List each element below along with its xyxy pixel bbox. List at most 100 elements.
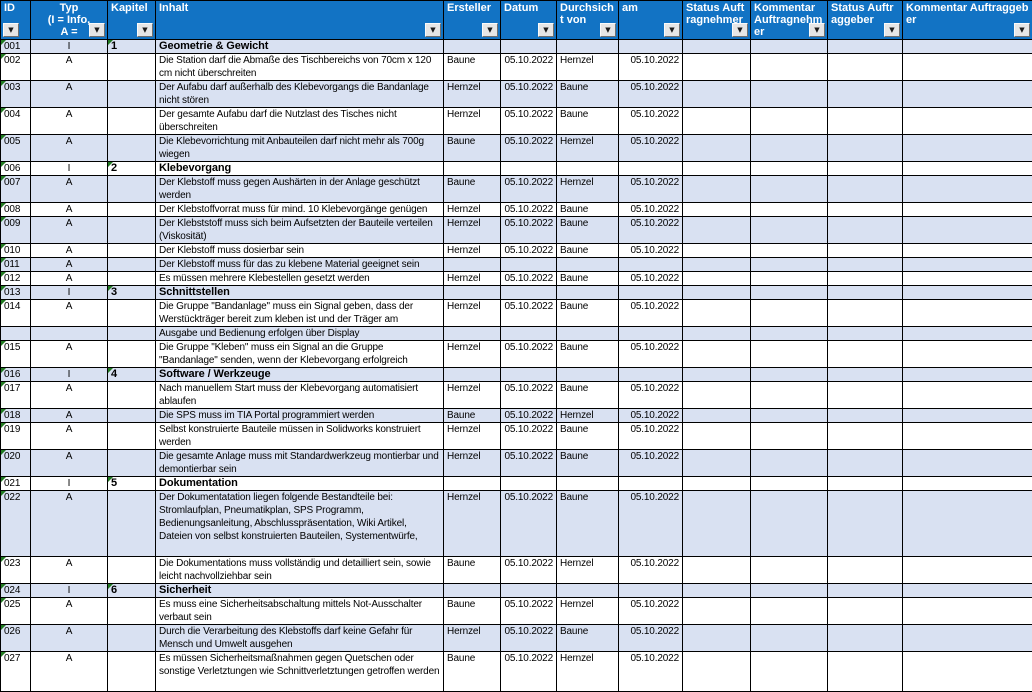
cell-kommentar_ag[interactable] [903,203,1032,217]
cell-kommentar_an[interactable] [751,217,828,244]
column-header-id[interactable]: ID▼ [1,1,31,40]
cell-kapitel[interactable] [108,217,156,244]
cell-am[interactable]: 05.10.2022 [619,176,683,203]
cell-status_an[interactable] [683,135,751,162]
filter-button-kapitel[interactable]: ▼ [137,23,153,37]
filter-button-inhalt[interactable]: ▼ [425,23,441,37]
cell-inhalt[interactable]: Die Gruppe "Bandanlage" muss ein Signal … [156,300,444,327]
cell-typ[interactable]: I [31,368,108,382]
cell-kommentar_ag[interactable] [903,598,1032,625]
filter-button-durchsicht[interactable]: ▼ [600,23,616,37]
cell-id[interactable]: 016 [1,368,31,382]
cell-ersteller[interactable]: Hernzel [444,341,501,368]
cell-datum[interactable]: 05.10.2022 [501,176,557,203]
cell-id[interactable]: 012 [1,272,31,286]
cell-typ[interactable]: A [31,423,108,450]
cell-am[interactable]: 05.10.2022 [619,557,683,584]
filter-button-kommentar_an[interactable]: ▼ [809,23,825,37]
cell-kapitel[interactable]: 5 [108,477,156,491]
column-header-durchsicht[interactable]: Durchsicht von▼ [557,1,619,40]
cell-datum[interactable]: 05.10.2022 [501,409,557,423]
cell-datum[interactable]: 05.10.2022 [501,81,557,108]
cell-datum[interactable] [501,40,557,54]
cell-typ[interactable]: A [31,135,108,162]
cell-kapitel[interactable]: 6 [108,584,156,598]
cell-am[interactable]: 05.10.2022 [619,652,683,692]
cell-kommentar_ag[interactable] [903,272,1032,286]
cell-ersteller[interactable] [444,584,501,598]
cell-inhalt[interactable]: Die gesamte Anlage muss mit Standardwerk… [156,450,444,477]
cell-ersteller[interactable]: Baune [444,598,501,625]
column-header-datum[interactable]: Datum▼ [501,1,557,40]
cell-status_ag[interactable] [828,341,903,368]
cell-am[interactable]: 05.10.2022 [619,54,683,81]
cell-kommentar_ag[interactable] [903,162,1032,176]
cell-inhalt[interactable]: Software / Werkzeuge [156,368,444,382]
cell-kommentar_ag[interactable] [903,258,1032,272]
cell-kapitel[interactable] [108,54,156,81]
cell-inhalt[interactable]: Der Aufabu darf außerhalb des Klebevorga… [156,81,444,108]
cell-inhalt[interactable]: Die Dokumentations muss vollständig und … [156,557,444,584]
cell-datum[interactable] [501,162,557,176]
cell-kommentar_an[interactable] [751,244,828,258]
cell-status_ag[interactable] [828,272,903,286]
cell-inhalt[interactable]: Es muss eine Sicherheitsabschaltung mitt… [156,598,444,625]
cell-am[interactable] [619,162,683,176]
cell-kapitel[interactable] [108,81,156,108]
cell-kommentar_an[interactable] [751,382,828,409]
cell-status_ag[interactable] [828,491,903,557]
cell-durchsicht[interactable]: Baune [557,382,619,409]
column-header-kapitel[interactable]: Kapitel▼ [108,1,156,40]
column-header-ersteller[interactable]: Ersteller▼ [444,1,501,40]
cell-status_an[interactable] [683,272,751,286]
cell-status_an[interactable] [683,108,751,135]
cell-status_an[interactable] [683,382,751,409]
cell-kommentar_ag[interactable] [903,652,1032,692]
cell-status_ag[interactable] [828,217,903,244]
cell-status_an[interactable] [683,162,751,176]
cell-am[interactable]: 05.10.2022 [619,341,683,368]
cell-durchsicht[interactable] [557,40,619,54]
cell-datum[interactable] [501,477,557,491]
cell-durchsicht[interactable]: Baune [557,108,619,135]
column-header-status_ag[interactable]: Status Auftraggeber▼ [828,1,903,40]
cell-id[interactable]: 013 [1,286,31,300]
cell-kommentar_ag[interactable] [903,81,1032,108]
cell-status_an[interactable] [683,557,751,584]
cell-ersteller[interactable]: Hernzel [444,203,501,217]
cell-am[interactable]: 05.10.2022 [619,491,683,557]
cell-kapitel[interactable] [108,176,156,203]
cell-status_ag[interactable] [828,40,903,54]
cell-typ[interactable]: A [31,491,108,557]
cell-ersteller[interactable]: Hernzel [444,382,501,409]
cell-datum[interactable]: 05.10.2022 [501,54,557,81]
cell-typ[interactable]: A [31,203,108,217]
cell-inhalt[interactable]: Der Dokumentatation liegen folgende Best… [156,491,444,557]
cell-ersteller[interactable]: Hernzel [444,108,501,135]
cell-ersteller[interactable]: Hernzel [444,491,501,557]
column-header-status_an[interactable]: Status Auftragnehmer▼ [683,1,751,40]
cell-status_ag[interactable] [828,135,903,162]
cell-kommentar_ag[interactable] [903,108,1032,135]
cell-datum[interactable] [501,286,557,300]
cell-id[interactable]: 021 [1,477,31,491]
cell-status_ag[interactable] [828,176,903,203]
cell-id[interactable] [1,327,31,341]
cell-durchsicht[interactable]: Hernzel [557,135,619,162]
cell-ersteller[interactable] [444,368,501,382]
cell-durchsicht[interactable]: Baune [557,217,619,244]
cell-kapitel[interactable]: 2 [108,162,156,176]
cell-durchsicht[interactable] [557,162,619,176]
cell-typ[interactable]: A [31,244,108,258]
filter-button-typ[interactable]: ▼ [89,23,105,37]
cell-ersteller[interactable]: Baune [444,176,501,203]
cell-typ[interactable]: A [31,258,108,272]
cell-status_ag[interactable] [828,423,903,450]
cell-inhalt[interactable]: Der gesamte Aufabu darf die Nutzlast des… [156,108,444,135]
cell-inhalt[interactable]: Selbst konstruierte Bauteile müssen in S… [156,423,444,450]
cell-durchsicht[interactable]: Baune [557,423,619,450]
cell-kapitel[interactable] [108,203,156,217]
cell-typ[interactable]: I [31,477,108,491]
cell-typ[interactable]: A [31,272,108,286]
cell-durchsicht[interactable]: Hernzel [557,598,619,625]
